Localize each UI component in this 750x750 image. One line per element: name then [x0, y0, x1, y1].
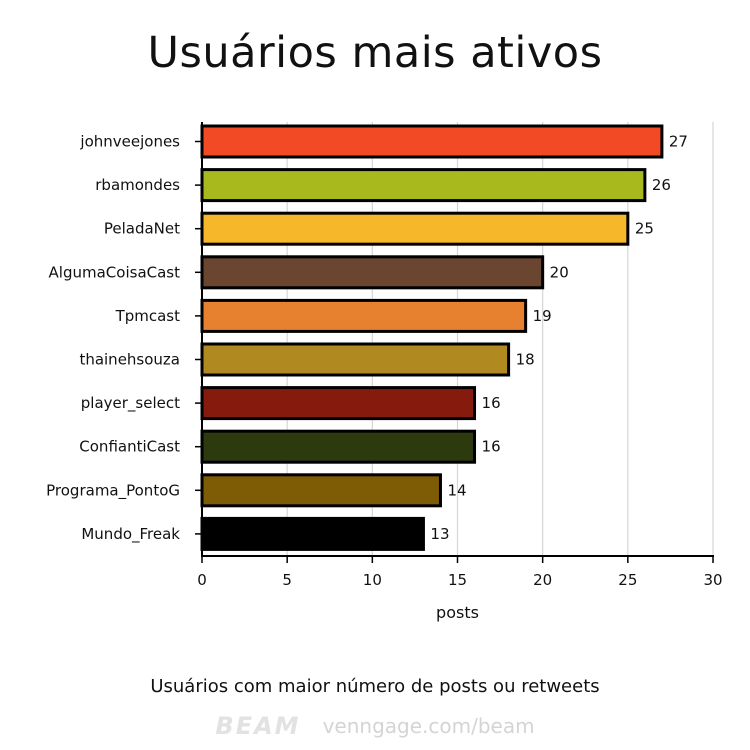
category-label: Programa_PontoG	[46, 481, 180, 500]
labels: johnveejones 27 rbamondes 26 PeladaNet 25 Algu…	[46, 133, 722, 623]
x-tick-label: 0	[197, 571, 207, 589]
bar	[200, 124, 664, 159]
brand-url: venngage.com/beam	[322, 714, 535, 738]
value-label: 18	[516, 351, 535, 369]
x-tick-label: 20	[533, 571, 552, 589]
bar	[200, 211, 630, 246]
value-label: 19	[533, 307, 552, 325]
chart-caption: Usuários com maior número de posts ou re…	[150, 676, 600, 697]
bar	[200, 429, 477, 464]
x-tick-label: 5	[282, 571, 292, 589]
value-label: 16	[482, 394, 501, 412]
value-label: 27	[669, 133, 688, 151]
category-label: johnveejones	[79, 133, 180, 151]
category-label: thainehsouza	[79, 351, 180, 369]
value-label: 20	[550, 263, 569, 281]
x-tick-label: 15	[448, 571, 467, 589]
category-label: Tpmcast	[115, 307, 181, 325]
bar	[200, 168, 647, 203]
x-tick-label: 10	[363, 571, 382, 589]
chart-title: Usuários mais ativos	[147, 28, 603, 78]
footer: BEAM venngage.com/beam	[0, 712, 750, 740]
category-label: ConfiantiCast	[79, 438, 180, 456]
bar	[200, 255, 545, 290]
bar	[200, 298, 528, 333]
bar	[200, 386, 477, 421]
axes	[195, 122, 714, 563]
x-tick-label: 30	[703, 571, 722, 589]
category-label: Mundo_Freak	[81, 525, 180, 544]
category-label: AlgumaCoisaCast	[49, 263, 181, 281]
category-label: PeladaNet	[104, 220, 180, 238]
value-label: 13	[430, 525, 449, 543]
category-label: rbamondes	[95, 176, 180, 194]
value-label: 26	[652, 176, 671, 194]
brand-logo: BEAM	[215, 712, 301, 740]
bar	[200, 342, 511, 377]
bars	[200, 124, 664, 551]
x-tick-label: 25	[618, 571, 637, 589]
category-label: player_select	[81, 394, 180, 413]
bar	[200, 516, 425, 551]
value-label: 16	[482, 438, 501, 456]
value-label: 25	[635, 220, 654, 238]
bar	[200, 473, 442, 508]
value-label: 14	[447, 481, 466, 499]
x-axis-title: posts	[436, 603, 479, 622]
